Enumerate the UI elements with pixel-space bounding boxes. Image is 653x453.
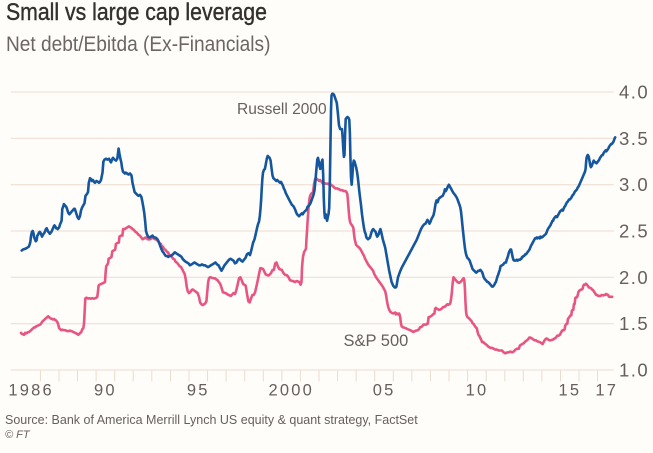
svg-text:95: 95 bbox=[187, 382, 210, 400]
svg-text:1.5: 1.5 bbox=[619, 313, 649, 334]
svg-text:10: 10 bbox=[466, 382, 489, 400]
svg-text:Russell 2000: Russell 2000 bbox=[237, 101, 327, 118]
svg-text:2.5: 2.5 bbox=[619, 221, 649, 242]
svg-text:1.0: 1.0 bbox=[619, 360, 649, 381]
svg-text:3.0: 3.0 bbox=[619, 174, 649, 195]
svg-text:17: 17 bbox=[595, 382, 618, 400]
svg-text:S&P 500: S&P 500 bbox=[344, 332, 409, 350]
svg-text:1986: 1986 bbox=[8, 382, 54, 400]
svg-text:2000: 2000 bbox=[268, 382, 314, 400]
svg-text:05: 05 bbox=[373, 382, 396, 400]
svg-text:2.0: 2.0 bbox=[619, 267, 649, 288]
svg-text:90: 90 bbox=[94, 382, 117, 400]
svg-text:4.0: 4.0 bbox=[619, 82, 649, 103]
svg-text:15: 15 bbox=[559, 382, 582, 400]
svg-text:3.5: 3.5 bbox=[619, 128, 649, 149]
